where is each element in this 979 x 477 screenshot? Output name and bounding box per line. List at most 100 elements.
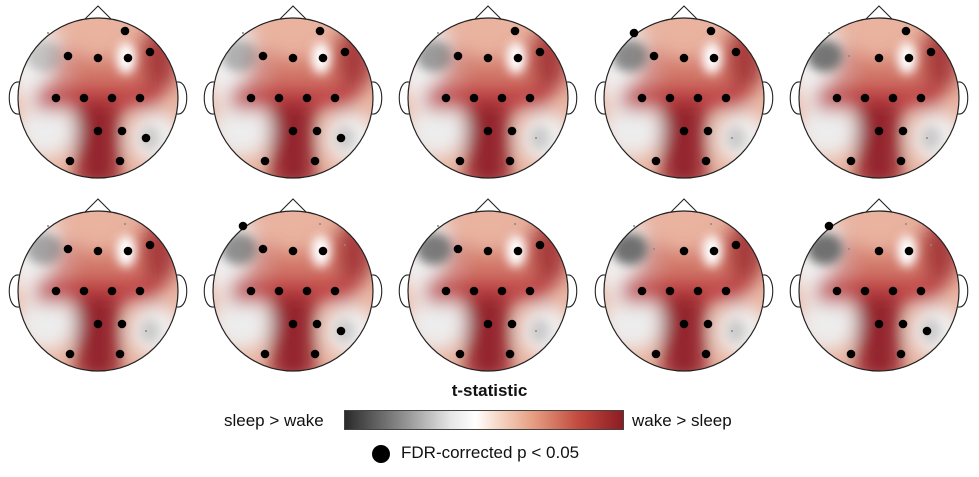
significant-electrode [637, 93, 647, 103]
right-ear-outline [566, 274, 578, 308]
significant-electrode [721, 286, 731, 296]
significant-electrode [441, 93, 451, 103]
significant-electrode [703, 319, 713, 329]
significant-electrode [441, 286, 451, 296]
topomap-9 [594, 198, 774, 372]
left-ear-outline [789, 81, 801, 115]
significant-electrode [288, 319, 298, 329]
significant-electrode [288, 246, 298, 256]
topomap-8 [398, 198, 578, 372]
head-outline [798, 17, 960, 179]
significant-electrode [336, 133, 346, 143]
significant-electrode [79, 93, 89, 103]
left-ear-outline [594, 81, 606, 115]
significant-electrode [123, 246, 133, 256]
significant-electrode [93, 53, 103, 63]
significant-electrode [135, 286, 145, 296]
significant-electrode [651, 156, 661, 166]
significant-electrode [860, 93, 870, 103]
significant-electrode [916, 286, 926, 296]
left-ear-outline [398, 81, 410, 115]
right-ear-outline [176, 274, 188, 308]
sensor-point [437, 32, 439, 34]
significant-electrode [505, 349, 515, 359]
nose-outline [83, 5, 113, 21]
significant-electrode [312, 126, 322, 136]
nose-outline [864, 198, 894, 214]
significant-electrode [665, 93, 675, 103]
significant-electrode [706, 26, 716, 36]
significant-electrode [302, 93, 312, 103]
significant-electrode [120, 26, 130, 36]
right-ear-outline [176, 81, 188, 115]
significant-electrode [469, 93, 479, 103]
significant-electrode [330, 286, 340, 296]
significant-electrode [709, 53, 719, 63]
colorbar-right-label: wake > sleep [632, 411, 732, 430]
head-outline [407, 210, 569, 372]
significant-electrode [507, 319, 517, 329]
significant-electrode [63, 244, 73, 254]
sensor-point [710, 223, 712, 225]
significant-electrode [525, 286, 535, 296]
topomap-5 [789, 5, 969, 179]
colorbar-title: t-statistic [451, 381, 528, 400]
nose-outline [473, 198, 503, 214]
significant-electrode [832, 286, 842, 296]
colorbar-left-label: sleep > wake [224, 411, 324, 430]
significant-electrode [469, 286, 479, 296]
significant-electrode [701, 349, 711, 359]
significant-electrode [507, 126, 517, 136]
sensor-point [653, 248, 655, 250]
significant-electrode [258, 244, 268, 254]
left-ear-outline [8, 274, 20, 308]
left-ear-outline [398, 274, 410, 308]
colorbar [344, 410, 624, 430]
significant-electrode [535, 240, 545, 250]
significant-electrode [141, 133, 151, 143]
significant-electrode [904, 246, 914, 256]
significant-electrode [693, 93, 703, 103]
significant-electrode [238, 221, 248, 231]
head-outline [407, 17, 569, 179]
sensor-point [535, 137, 537, 139]
sensor-point [344, 244, 346, 246]
significant-electrode [846, 349, 856, 359]
sensor-point [124, 223, 126, 225]
significant-electrode [888, 93, 898, 103]
topomap-4 [594, 5, 774, 179]
significant-electrode [51, 93, 61, 103]
significant-electrode [318, 246, 328, 256]
significant-electrode [145, 240, 155, 250]
head-outline [212, 210, 374, 372]
sensor-point [633, 225, 635, 227]
significant-electrode [310, 156, 320, 166]
significant-electrode [874, 319, 884, 329]
significant-electrode [123, 53, 133, 63]
significant-electrode [922, 326, 932, 336]
significant-electrode [246, 93, 256, 103]
significant-electrode [513, 53, 523, 63]
significant-electrode [246, 286, 256, 296]
significant-electrode [731, 240, 741, 250]
head-outline [603, 17, 765, 179]
significant-electrode [115, 156, 125, 166]
scalp-field [604, 18, 764, 178]
right-ear-outline [762, 81, 774, 115]
significant-electrode [274, 286, 284, 296]
right-ear-outline [957, 81, 969, 115]
significant-electrode [318, 53, 328, 63]
significant-electrode [874, 53, 884, 63]
significant-electrode [497, 286, 507, 296]
significant-electrode [497, 93, 507, 103]
significant-electrode [860, 286, 870, 296]
significant-electrode [679, 53, 689, 63]
left-ear-outline [594, 274, 606, 308]
significant-electrode [93, 126, 103, 136]
significant-electrode [525, 93, 535, 103]
significant-electrode [679, 319, 689, 329]
topomap-6 [8, 198, 188, 372]
head-outline [798, 210, 960, 372]
significant-electrode [898, 319, 908, 329]
significant-electrode [260, 349, 270, 359]
